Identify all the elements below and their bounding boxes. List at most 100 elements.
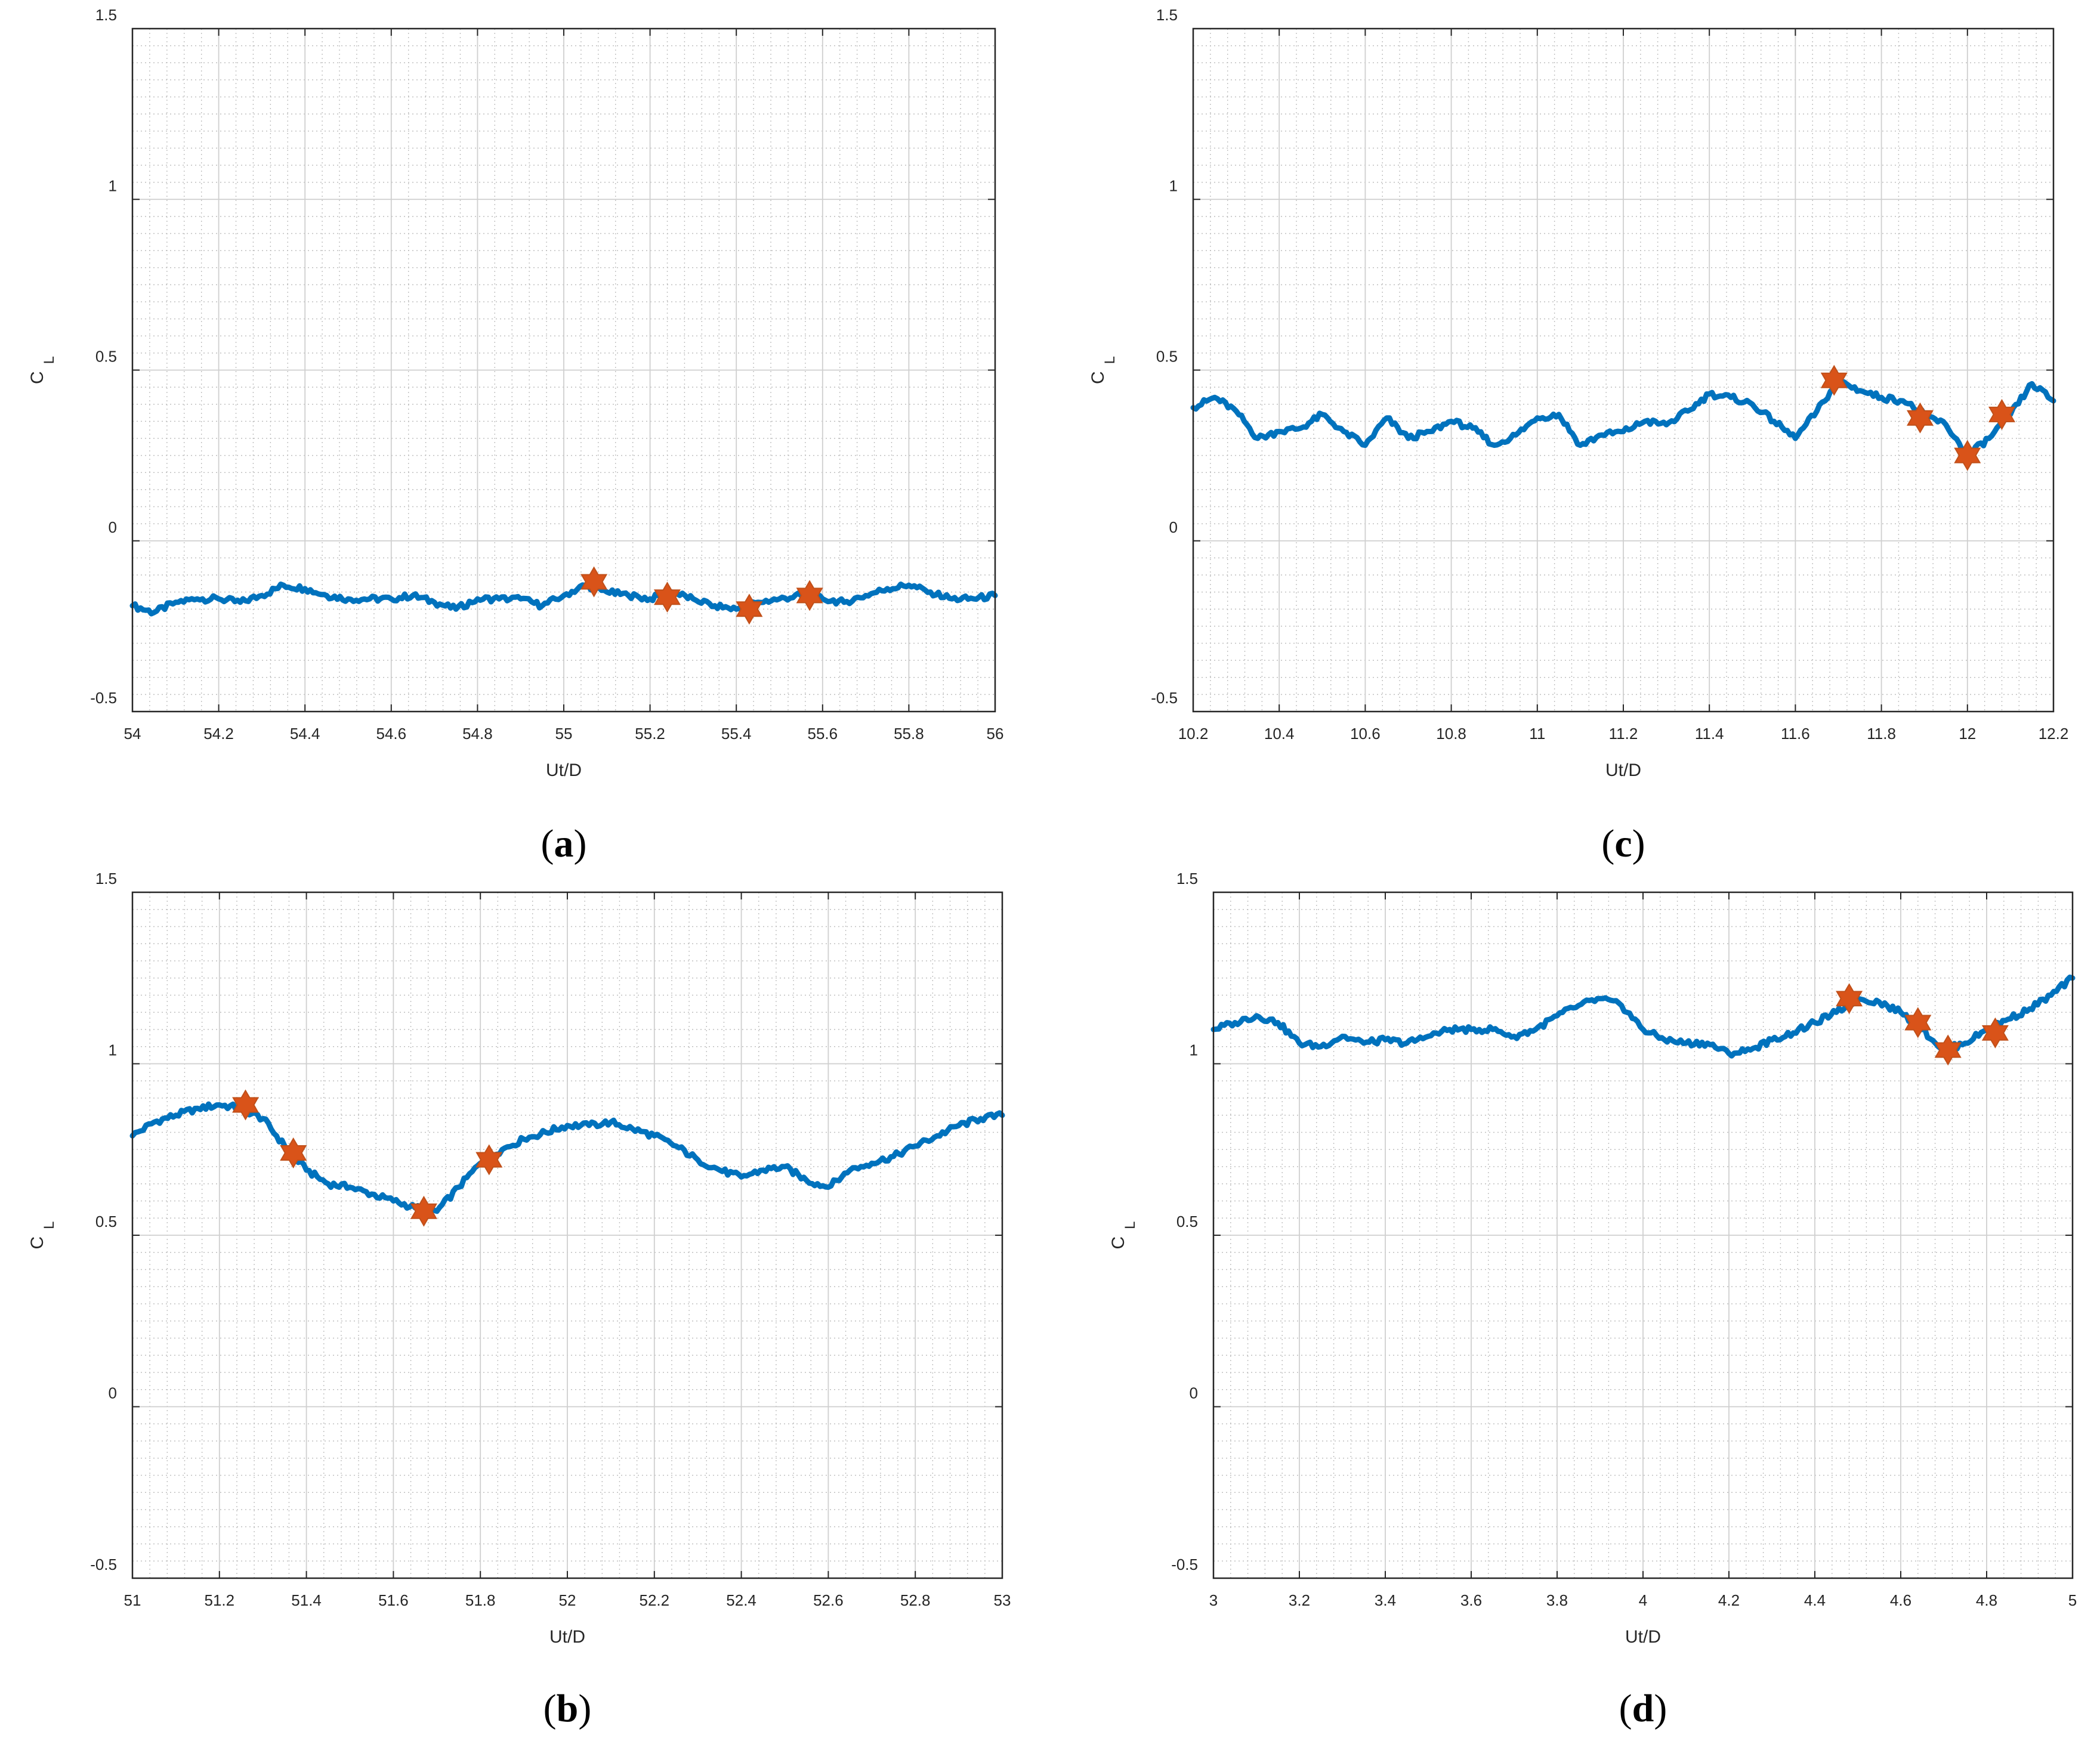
hexagram-marker [796, 580, 823, 611]
panel-label: (d) [1619, 1687, 1667, 1730]
y-tick-label: -0.5 [1151, 689, 1178, 707]
panel-c: 10.2 10.4 10.6 10.8 11 11.2 11.4 11.6 11.8 12 12.2… [1088, 6, 2068, 865]
x-tick-label: 51.8 [465, 1591, 496, 1609]
y-axis-label: CL [1088, 356, 1118, 384]
x-tick-label: 56 [987, 725, 1004, 743]
series-line-C_L [129, 1101, 1005, 1215]
hexagram-marker [280, 1137, 307, 1168]
y-tick-label: -0.5 [1171, 1556, 1198, 1573]
panel-a: 54 54.2 54.4 54.6 54.8 55 55.2 55.4 55.6 55.8 56 -0… [27, 6, 1003, 865]
x-tick-label: 3.6 [1460, 1591, 1482, 1609]
x-axis-label: Ut/D [546, 760, 582, 780]
x-tick-label: 51.2 [204, 1591, 234, 1609]
panel-label: (c) [1601, 822, 1645, 865]
x-tick-label: 54.2 [203, 725, 234, 743]
ticks: 54 54.2 54.4 54.6 54.8 55 55.2 55.4 55.6 55.8 56 -0… [90, 6, 1003, 743]
x-axis-label: Ut/D [1605, 760, 1641, 780]
y-tick-label: 1 [109, 1041, 117, 1059]
x-tick-label: 3.4 [1375, 1591, 1396, 1609]
hexagram-marker [736, 593, 763, 625]
y-axis-label-main: C [1088, 371, 1108, 384]
x-tick-label: 55.8 [894, 725, 924, 743]
x-tick-label: 10.8 [1436, 725, 1466, 743]
panel-d: 3 3.2 3.4 3.6 3.8 4 4.2 4.4 4.6 4.8 5 -0.5 0 0.5 1 1.5 U… [1108, 870, 2077, 1730]
y-axis-label: CL [27, 356, 57, 384]
x-tick-label: 52 [559, 1591, 576, 1609]
y-axis-label-subscript: L [1102, 356, 1118, 364]
y-tick-label: 1 [1169, 177, 1178, 194]
y-axis-label-main: C [1108, 1236, 1128, 1250]
hexagram-marker [1981, 1017, 2009, 1049]
hexagram-marker [1836, 983, 1863, 1015]
panel-label: (a) [541, 822, 587, 865]
x-tick-label: 12.2 [2039, 725, 2069, 743]
hexagram-marker [1954, 440, 1981, 471]
y-tick-label: 1.5 [95, 870, 117, 888]
y-axis-label-main: C [27, 1236, 47, 1250]
hexagram-marker [1934, 1034, 1962, 1066]
y-tick-label: 1 [1190, 1041, 1198, 1059]
x-tick-label: 54.8 [462, 725, 493, 743]
hexagram-marker [475, 1144, 503, 1176]
x-tick-label: 51.4 [291, 1591, 322, 1609]
y-tick-label: 0 [1190, 1384, 1198, 1402]
hexagram-marker [1904, 1007, 1932, 1038]
x-axis-label: Ut/D [1625, 1627, 1661, 1647]
y-tick-label: -0.5 [90, 1556, 117, 1573]
y-tick-label: -0.5 [90, 689, 117, 707]
x-tick-label: 53 [994, 1591, 1011, 1609]
x-tick-label: 11.4 [1695, 725, 1724, 743]
x-tick-label: 3 [1209, 1591, 1218, 1609]
x-tick-label: 52.2 [639, 1591, 669, 1609]
y-tick-label: 0 [1169, 518, 1178, 536]
y-tick-label: 0.5 [95, 348, 117, 366]
x-tick-label: 4.8 [1976, 1591, 1997, 1609]
y-tick-label: 1.5 [1156, 6, 1178, 24]
x-tick-label: 51 [124, 1591, 141, 1609]
y-axis-label: CL [27, 1221, 57, 1249]
y-axis-label-subscript: L [1122, 1221, 1138, 1229]
x-tick-label: 52.6 [813, 1591, 844, 1609]
y-tick-label: 0 [109, 1384, 117, 1402]
hexagram-marker [410, 1195, 437, 1227]
y-axis-label-main: C [27, 371, 47, 384]
x-tick-label: 4.6 [1890, 1591, 1911, 1609]
hexagram-marker [653, 582, 681, 613]
y-axis-label: CL [1108, 1221, 1138, 1249]
hexagram-marker [1820, 364, 1848, 396]
y-tick-label: 1.5 [1176, 870, 1198, 888]
y-tick-label: 1 [109, 177, 117, 194]
x-tick-label: 10.6 [1350, 725, 1381, 743]
x-tick-label: 4.4 [1804, 1591, 1826, 1609]
x-tick-label: 54.6 [376, 725, 406, 743]
hexagram-marker [1988, 398, 2016, 430]
hexagram-marker [232, 1089, 260, 1121]
y-tick-label: 0 [109, 518, 117, 536]
x-tick-label: 12 [1959, 725, 1976, 743]
y-tick-label: 0.5 [1156, 348, 1178, 366]
y-axis-label-subscript: L [41, 1221, 57, 1229]
ticks: 3 3.2 3.4 3.6 3.8 4 4.2 4.4 4.6 4.8 5 -0.5 0 0.5 1 1.5 [1171, 870, 2077, 1609]
y-tick-label: 0.5 [1176, 1213, 1198, 1230]
x-tick-label: 54.4 [290, 725, 320, 743]
x-tick-label: 3.2 [1289, 1591, 1310, 1609]
x-tick-label: 51.6 [378, 1591, 409, 1609]
ticks: 51 51.2 51.4 51.6 51.8 52 52.2 52.4 52.6 52.8 53 -0… [90, 870, 1011, 1609]
x-axis-label: Ut/D [549, 1627, 585, 1647]
x-tick-label: 52.8 [900, 1591, 931, 1609]
x-tick-label: 4 [1639, 1591, 1647, 1609]
x-tick-label: 54 [124, 725, 141, 743]
ticks: 10.2 10.4 10.6 10.8 11 11.2 11.4 11.6 11.8 12 12.2… [1151, 6, 2068, 743]
x-tick-label: 55.6 [807, 725, 838, 743]
y-axis-label-subscript: L [41, 356, 57, 364]
panel-label: (b) [543, 1687, 592, 1730]
panel-b: 51 51.2 51.4 51.6 51.8 52 52.2 52.4 52.6 52.8 53 -0… [27, 870, 1011, 1730]
x-tick-label: 10.2 [1178, 725, 1209, 743]
y-tick-label: 1.5 [95, 6, 117, 24]
series-line-C_L [1210, 974, 2076, 1059]
x-tick-label: 55 [555, 725, 573, 743]
x-tick-label: 11.8 [1867, 725, 1896, 743]
y-tick-label: 0.5 [95, 1213, 117, 1230]
x-tick-label: 52.4 [726, 1591, 756, 1609]
hexagram-marker [580, 566, 608, 598]
